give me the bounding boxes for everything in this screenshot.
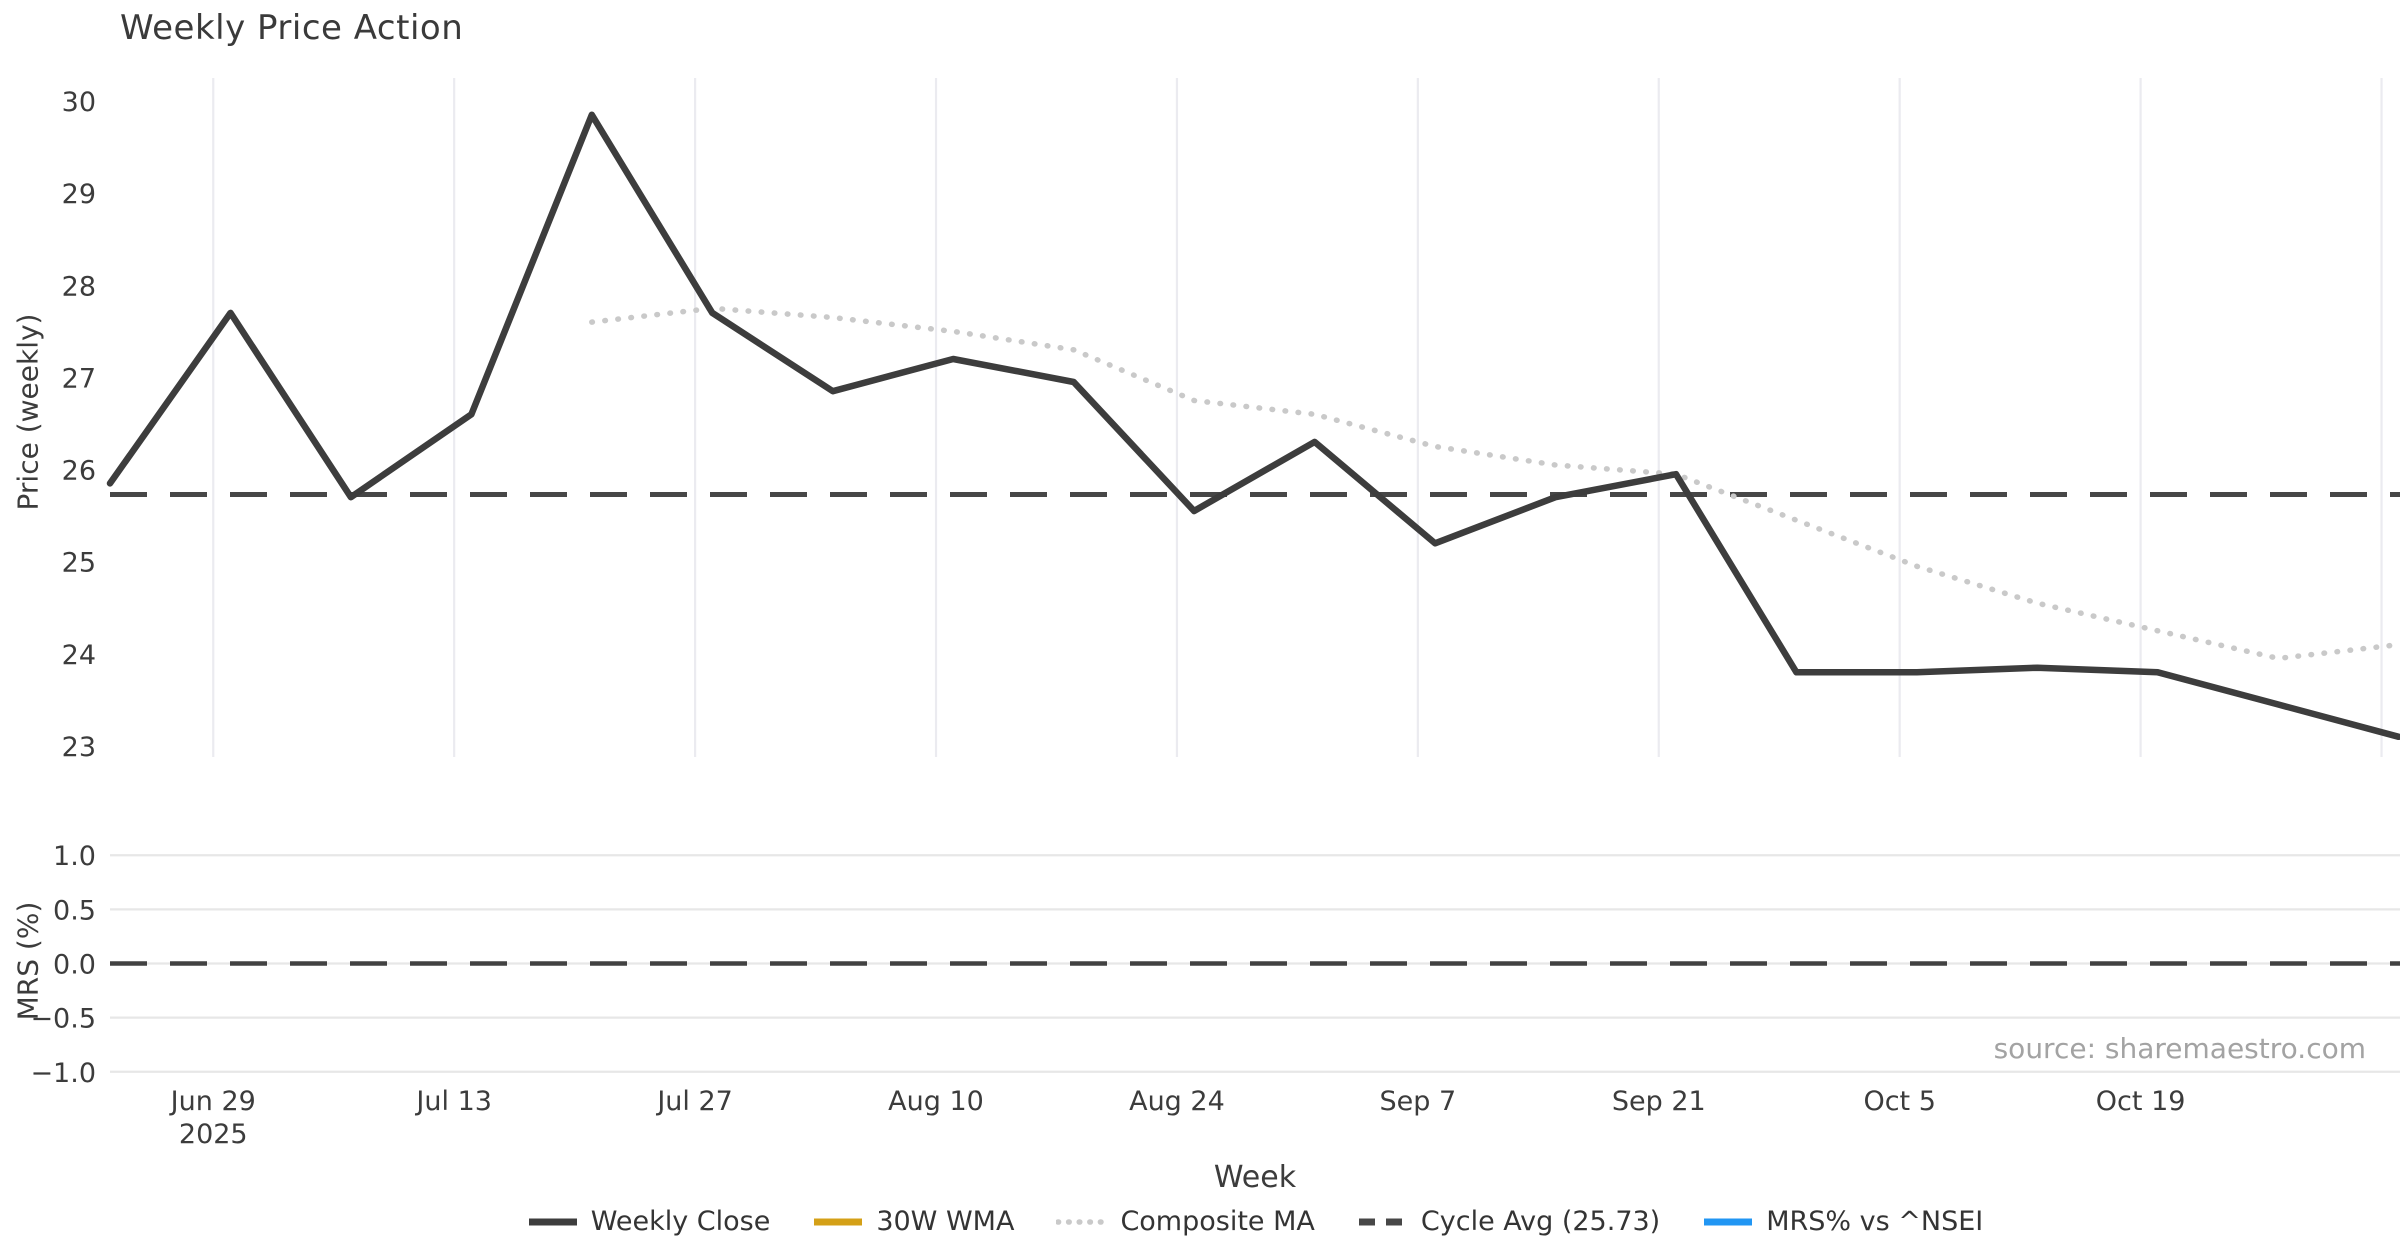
- mrs-axis-title: MRS (%): [11, 901, 45, 1021]
- legend-swatch-icon: [1358, 1218, 1407, 1225]
- composite-ma-line: [589, 305, 2400, 662]
- legend-item-weekly-close[interactable]: Weekly Close: [527, 1206, 771, 1237]
- legend-swatch-icon: [1704, 1218, 1753, 1225]
- x-tick-label: Oct 5: [1863, 1086, 1935, 1117]
- price-tick-label: 28: [62, 271, 96, 302]
- x-tick-label: Sep 21: [1612, 1086, 1706, 1117]
- mrs-tick-label: 1.0: [53, 841, 96, 872]
- x-tick-label: Jul 13: [414, 1086, 492, 1117]
- price-tick-label: 24: [62, 640, 96, 671]
- legend-swatch-icon: [1056, 1218, 1109, 1225]
- mrs-tick-label: −1.0: [30, 1058, 96, 1089]
- price-tick-label: 30: [62, 87, 96, 118]
- legend-item-label: MRS% vs ^NSEI: [1766, 1206, 1984, 1237]
- chart-title: Weekly Price Action: [120, 8, 464, 48]
- legend-item-label: Composite MA: [1120, 1206, 1315, 1237]
- legend-item-cycle-avg-25-73[interactable]: Cycle Avg (25.73): [1357, 1206, 1660, 1237]
- legend-swatch-icon: [814, 1218, 863, 1225]
- x-tick-label: Jun 29: [169, 1086, 256, 1117]
- x-tick-label: Jul 27: [655, 1086, 733, 1117]
- x-tick-sublabel: 2025: [179, 1119, 248, 1150]
- legend-item-label: Cycle Avg (25.73): [1420, 1206, 1661, 1237]
- x-tick-label: Aug 24: [1129, 1086, 1225, 1117]
- price-tick-label: 25: [62, 548, 96, 579]
- mrs-tick-label: 0.5: [53, 895, 96, 926]
- weekly-close-line: [106, 111, 2400, 741]
- price-axis-title: Price (weekly): [11, 313, 45, 511]
- x-tick-label: Oct 19: [2096, 1086, 2186, 1117]
- price-tick-label: 26: [62, 456, 96, 487]
- legend-item-composite-ma[interactable]: Composite MA: [1056, 1206, 1315, 1237]
- x-tick-label: Aug 10: [888, 1086, 984, 1117]
- x-tick-label: Sep 7: [1380, 1086, 1457, 1117]
- mrs-tick-label: 0.0: [53, 950, 96, 981]
- legend-item-mrs-vs-nsei[interactable]: MRS% vs ^NSEI: [1702, 1206, 1983, 1237]
- legend-swatch-icon: [528, 1218, 577, 1225]
- legend-item-label: Weekly Close: [590, 1206, 771, 1237]
- source-credit: source: sharemaestro.com: [1993, 1032, 2366, 1065]
- legend-item-label: 30W WMA: [876, 1206, 1015, 1237]
- x-axis-title: Week: [1213, 1160, 1297, 1195]
- mrs-tick-label: −0.5: [30, 1004, 96, 1035]
- price-tick-label: 29: [62, 179, 96, 210]
- price-tick-label: 23: [62, 732, 96, 763]
- chart-legend: Weekly Close 30W WMA Composite MA Cycle Avg…: [110, 1206, 2400, 1237]
- price-tick-label: 27: [62, 363, 96, 394]
- legend-item-30w-wma[interactable]: 30W WMA: [812, 1206, 1014, 1237]
